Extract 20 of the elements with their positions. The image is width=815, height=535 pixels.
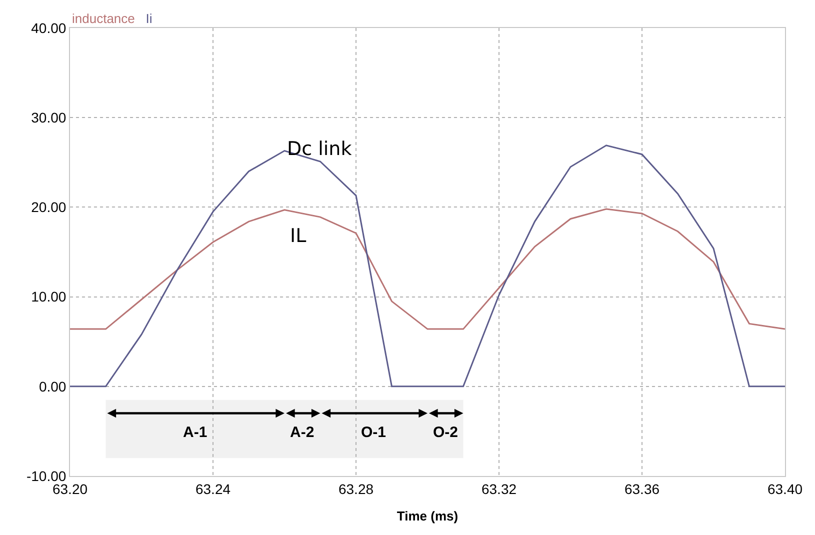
x-tick-label: 63.28 (338, 480, 374, 497)
text: inductance (72, 11, 135, 26)
y-tick-label: 10.00 (31, 288, 66, 305)
annotation: Dc link (287, 138, 352, 160)
x-tick-label: 63.36 (624, 480, 660, 497)
y-tick-label: 0.00 (38, 378, 66, 394)
band-label: A-1 (183, 424, 208, 441)
x-axis-title: Time (ms) (396, 508, 458, 524)
band-label: O-2 (433, 424, 458, 441)
y-tick-label: 40.00 (31, 20, 66, 36)
x-tick-label: 63.32 (481, 480, 517, 497)
text: Ii (146, 11, 152, 26)
band-label: O-1 (361, 424, 386, 441)
x-tick-label: 63.24 (195, 480, 231, 497)
y-tick-label: 30.00 (31, 110, 66, 126)
line-series (70, 208, 785, 330)
annotation: IL (290, 225, 307, 247)
band-label: A-2 (290, 424, 314, 441)
y-tick-label: 20.00 (31, 199, 66, 216)
x-tick-label: 63.40 (767, 480, 803, 497)
